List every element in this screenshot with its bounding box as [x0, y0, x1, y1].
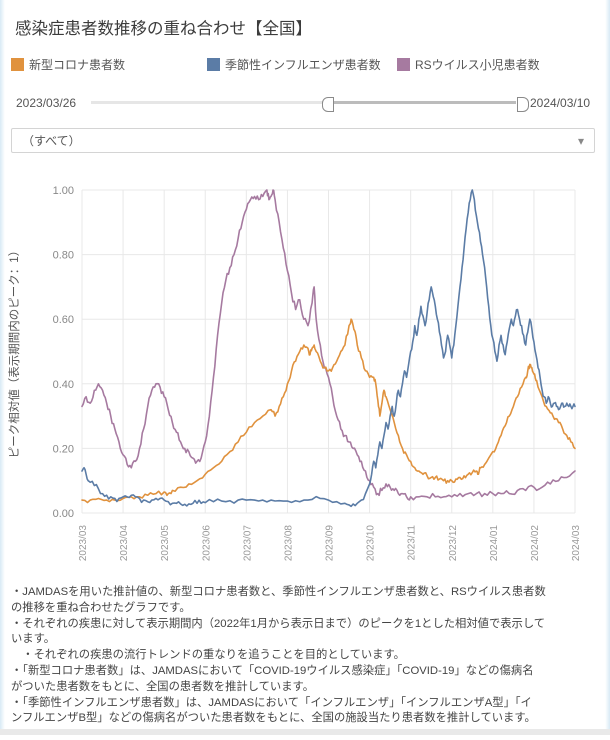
svg-text:2023/05: 2023/05	[160, 525, 171, 562]
svg-text:2023/10: 2023/10	[366, 525, 377, 562]
svg-text:ピーク相対値（表示期間内のピーク：1）: ピーク相対値（表示期間内のピーク：1）	[7, 245, 21, 458]
svg-text:2023/11: 2023/11	[407, 525, 418, 561]
svg-text:2023/03: 2023/03	[78, 525, 89, 562]
svg-text:2023/07: 2023/07	[242, 525, 253, 562]
svg-text:2023/09: 2023/09	[325, 525, 336, 562]
svg-text:1.00: 1.00	[53, 185, 74, 197]
svg-text:0.20: 0.20	[53, 443, 74, 455]
svg-text:0.00: 0.00	[53, 508, 74, 520]
svg-text:2024/02: 2024/02	[530, 525, 541, 562]
svg-text:2024/03: 2024/03	[571, 525, 582, 562]
svg-text:0.80: 0.80	[53, 250, 74, 262]
svg-text:2024/01: 2024/01	[489, 525, 500, 562]
svg-text:0.60: 0.60	[53, 314, 74, 326]
svg-text:2023/12: 2023/12	[448, 525, 459, 562]
svg-text:2023/08: 2023/08	[283, 525, 294, 562]
svg-text:0.40: 0.40	[53, 379, 74, 391]
svg-text:2023/06: 2023/06	[201, 525, 212, 562]
svg-text:2023/04: 2023/04	[119, 525, 130, 562]
